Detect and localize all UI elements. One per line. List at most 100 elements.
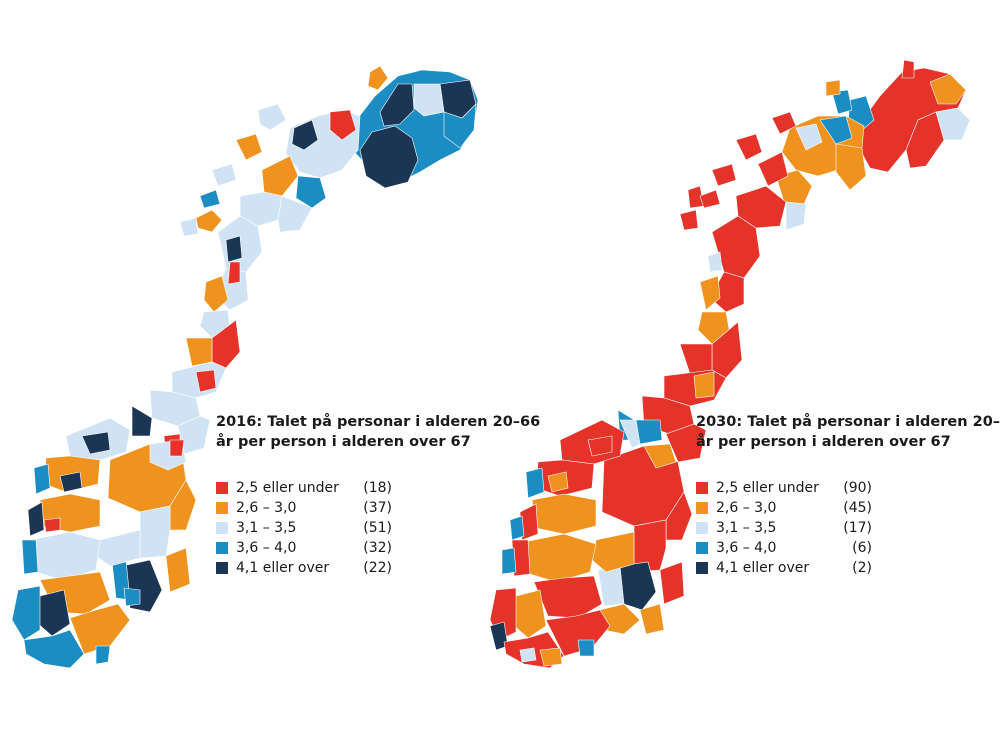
region [901, 59, 915, 79]
legend-label: 4,1 eller over [716, 560, 810, 576]
region [131, 405, 153, 437]
swatch-blue [696, 542, 708, 554]
region [707, 251, 723, 273]
region [33, 463, 51, 495]
region [23, 629, 85, 669]
region [257, 103, 287, 131]
legend-count: (51) [363, 520, 392, 536]
region [659, 561, 685, 605]
region [679, 343, 713, 375]
region [169, 479, 197, 531]
legend-count: (37) [363, 500, 392, 516]
region [699, 275, 721, 311]
legend-count: (6) [852, 540, 872, 556]
title-2016-line1: 2016: Talet på personar i alderen 20–66 [216, 414, 541, 430]
legend-label: 2,5 eller under [236, 480, 339, 496]
region [195, 209, 223, 233]
region [639, 603, 665, 635]
swatch-orange [696, 502, 708, 514]
region [795, 123, 823, 151]
region [203, 275, 229, 313]
region [261, 155, 299, 197]
region [587, 435, 613, 457]
legend-count: (90) [843, 480, 872, 496]
legend-item: 2,5 eller under (18) [216, 478, 392, 498]
region [679, 209, 699, 231]
region [775, 169, 813, 205]
legend-label: 3,1 – 3,5 [236, 520, 297, 536]
region [21, 539, 39, 575]
swatch-light-blue [216, 522, 228, 534]
legend-item: 3,1 – 3,5 (17) [696, 518, 872, 538]
region [329, 109, 357, 141]
legend-item: 2,6 – 3,0 (45) [696, 498, 872, 518]
region [27, 501, 45, 537]
region [123, 587, 141, 607]
region [531, 493, 597, 535]
swatch-light-blue [696, 522, 708, 534]
region [95, 645, 111, 665]
legend-count: (45) [843, 500, 872, 516]
legend-label: 2,5 eller under [716, 480, 819, 496]
legend-item: 4,1 eller over (22) [216, 558, 392, 578]
legend-count: (17) [843, 520, 872, 536]
region [757, 151, 789, 187]
legend-label: 3,6 – 4,0 [716, 540, 777, 556]
legend-item: 2,5 eller under (90) [696, 478, 872, 498]
region [665, 491, 693, 541]
region [291, 119, 319, 151]
region [165, 547, 191, 593]
region [277, 195, 313, 233]
legend-label: 2,6 – 3,0 [236, 500, 297, 516]
region [835, 143, 867, 191]
region [635, 419, 663, 445]
region [665, 423, 707, 463]
region [819, 115, 853, 145]
legend-count: (18) [363, 480, 392, 496]
region [831, 89, 853, 115]
region [43, 517, 61, 533]
legend-item: 3,6 – 4,0 (32) [216, 538, 392, 558]
region [825, 79, 841, 97]
region [295, 175, 327, 209]
region [539, 647, 563, 667]
region [443, 103, 477, 149]
title-2016: 2016: Talet på personar i alderen 20–66 … [216, 412, 540, 452]
swatch-orange [216, 502, 228, 514]
legend-count: (22) [363, 560, 392, 576]
region [643, 443, 677, 469]
swatch-red [696, 482, 708, 494]
region [511, 589, 547, 639]
swatch-navy [696, 562, 708, 574]
region [359, 125, 419, 189]
region [501, 547, 517, 575]
legend-label: 2,6 – 3,0 [716, 500, 777, 516]
region [211, 163, 237, 187]
swatch-navy [216, 562, 228, 574]
legend-count: (2) [852, 560, 872, 576]
region [523, 533, 597, 583]
region [509, 515, 525, 541]
region [771, 111, 797, 135]
region [235, 133, 263, 161]
region [577, 639, 595, 657]
title-2030-line1: 2030: Talet på personar i alderen 20–66 [696, 414, 1000, 430]
legend-item: 3,6 – 4,0 (6) [696, 538, 872, 558]
title-2030-line2: år per person i alderen over 67 [696, 434, 951, 450]
legend-2016: 2,5 eller under (18) 2,6 – 3,0 (37) 3,1 … [216, 478, 392, 578]
legend-label: 3,1 – 3,5 [716, 520, 777, 536]
legend-item: 2,6 – 3,0 (37) [216, 498, 392, 518]
title-2016-line2: år per person i alderen over 67 [216, 434, 471, 450]
legend-item: 3,1 – 3,5 (51) [216, 518, 392, 538]
legend-2030: 2,5 eller under (90) 2,6 – 3,0 (45) 3,1 … [696, 478, 872, 578]
region [81, 431, 111, 455]
region [11, 585, 41, 641]
region [591, 531, 635, 573]
swatch-blue [216, 542, 228, 554]
region [379, 83, 415, 127]
region [179, 217, 199, 237]
region [169, 439, 185, 457]
region [735, 133, 763, 161]
legend-label: 4,1 eller over [236, 560, 330, 576]
